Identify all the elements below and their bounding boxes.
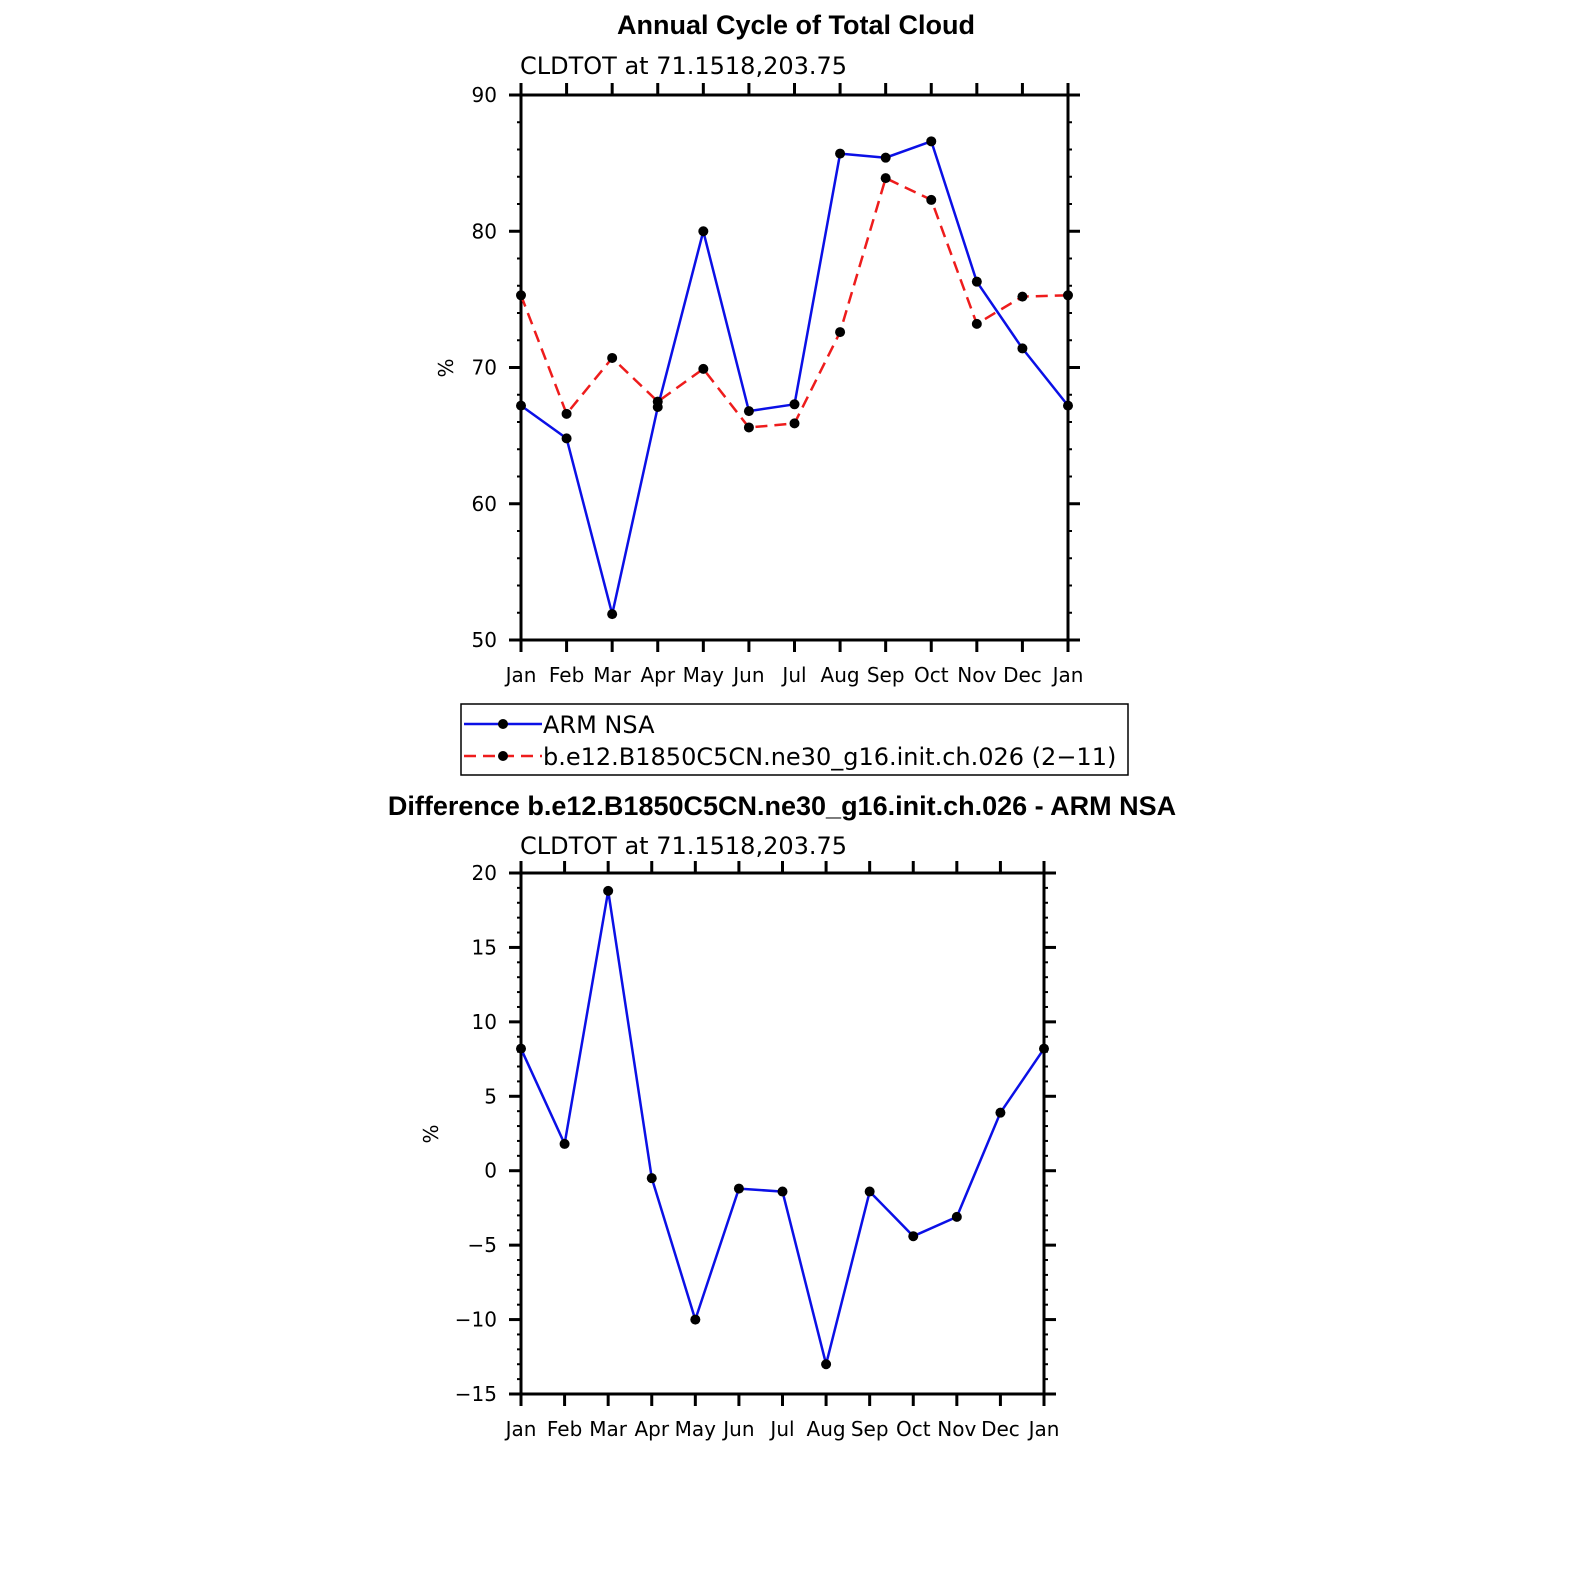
data-point-s0-2 (607, 609, 618, 620)
x-tick-label: May (683, 663, 725, 687)
y-tick-label: 70 (472, 356, 497, 380)
x-tick-label: Dec (981, 1417, 1020, 1441)
difference-chart: Difference b.e12.B1850C5CN.ne30_g16.init… (388, 791, 1176, 1441)
data-point-s1-2 (607, 352, 618, 363)
data-point-s0-10 (971, 276, 982, 287)
y-tick-label: 60 (472, 492, 497, 516)
data-point-s1-7 (835, 327, 846, 338)
x-tick-label: Aug (807, 1417, 846, 1441)
data-point-s0-11 (1017, 343, 1028, 354)
x-tick-label: Mar (593, 663, 632, 687)
y-tick-label: 15 (472, 935, 497, 959)
x-tick-label: Jan (1051, 663, 1084, 687)
y-tick-label: 50 (472, 628, 497, 652)
data-point-s1-12 (1063, 290, 1073, 301)
y-axis-label: % (419, 1124, 443, 1143)
y-tick-label: 5 (484, 1084, 497, 1108)
legend-marker-model (498, 751, 508, 761)
data-point-s1-10 (971, 318, 982, 329)
y-tick-label: −15 (455, 1382, 497, 1406)
legend: ARM NSA b.e12.B1850C5CN.ne30_g16.init.ch… (460, 703, 1129, 776)
x-tick-label: Sep (867, 663, 905, 687)
legend-entry-arm-nsa: ARM NSA (464, 711, 655, 739)
x-tick-label: Jan (1027, 1417, 1060, 1441)
x-tick-label: Jan (504, 663, 537, 687)
data-point-s0-1 (561, 433, 572, 444)
x-tick-label: Oct (896, 1417, 931, 1441)
chart-title: Annual Cycle of Total Cloud (617, 10, 975, 40)
y-tick-label: 10 (472, 1010, 497, 1034)
data-point-s1-1 (561, 408, 572, 419)
data-point-s0-2 (603, 885, 614, 896)
data-point-s0-0 (516, 400, 526, 411)
series-line-0 (519, 889, 1046, 1366)
data-point-s0-8 (864, 1186, 875, 1197)
x-tick-label: May (675, 1417, 717, 1441)
data-point-s0-5 (733, 1183, 744, 1194)
plot-frame (519, 93, 1070, 642)
data-point-s1-3 (652, 396, 663, 407)
x-tick-label: Feb (549, 663, 584, 687)
y-tick-label: 90 (472, 83, 497, 107)
annual-cycle-chart: Annual Cycle of Total Cloud CLDTOT at 71… (434, 10, 1083, 687)
data-point-s1-9 (926, 194, 937, 205)
data-point-s1-5 (743, 422, 754, 433)
plot-frame (519, 871, 1046, 1396)
y-axis-label: % (434, 358, 458, 377)
data-point-s0-6 (789, 399, 800, 410)
x-tick-label: Mar (589, 1417, 628, 1441)
data-point-s1-11 (1017, 291, 1028, 302)
legend-label-model: b.e12.B1850C5CN.ne30_g16.init.ch.026 (2−… (543, 743, 1116, 771)
x-tick-label: Dec (1003, 663, 1042, 687)
legend-box (460, 703, 1129, 776)
chart-subtitle: CLDTOT at 71.1518,203.75 (520, 832, 847, 860)
x-tick-label: Jul (780, 663, 806, 687)
data-point-s0-4 (690, 1314, 701, 1325)
data-point-s0-12 (1063, 400, 1073, 411)
legend-label-arm-nsa: ARM NSA (543, 711, 655, 739)
data-point-s1-4 (698, 363, 709, 374)
y-tick-label: −10 (455, 1308, 497, 1332)
chart-title: Difference b.e12.B1850C5CN.ne30_g16.init… (388, 791, 1176, 821)
series-line-0 (520, 140, 1069, 616)
x-tick-label: Oct (914, 663, 949, 687)
data-point-s0-3 (646, 1173, 657, 1184)
x-tick-label: Sep (851, 1417, 889, 1441)
data-point-s1-0 (516, 290, 526, 301)
y-tick-label: −5 (468, 1233, 497, 1257)
x-tick-label: Nov (957, 663, 996, 687)
y-tick-label: 0 (484, 1159, 497, 1183)
data-point-s0-1 (559, 1138, 570, 1149)
data-point-s0-7 (835, 148, 846, 159)
data-point-s0-9 (908, 1231, 919, 1242)
y-tick-label: 80 (472, 219, 497, 243)
x-tick-label: Apr (640, 663, 675, 687)
legend-marker-arm-nsa (498, 719, 508, 729)
series-line-1 (519, 176, 1069, 429)
x-tick-label: Feb (547, 1417, 582, 1441)
data-point-s1-6 (789, 418, 800, 429)
legend-entry-model: b.e12.B1850C5CN.ne30_g16.init.ch.026 (2−… (464, 743, 1116, 771)
data-point-s1-8 (880, 173, 891, 184)
x-tick-label: Aug (821, 663, 860, 687)
data-point-s0-6 (777, 1186, 788, 1197)
chart-subtitle: CLDTOT at 71.1518,203.75 (520, 52, 847, 80)
data-point-s0-7 (821, 1359, 832, 1370)
x-tick-label: Jul (768, 1417, 794, 1441)
y-tick-label: 20 (472, 861, 497, 885)
data-point-s0-5 (743, 406, 754, 417)
data-point-s0-12 (1039, 1043, 1049, 1054)
x-tick-label: Nov (937, 1417, 976, 1441)
data-point-s0-4 (698, 226, 709, 237)
data-point-s0-8 (880, 152, 891, 163)
x-tick-label: Apr (634, 1417, 669, 1441)
x-tick-label: Jan (504, 1417, 537, 1441)
data-point-s0-0 (516, 1043, 526, 1054)
data-point-s0-9 (926, 136, 937, 147)
data-point-s0-11 (995, 1107, 1006, 1118)
data-point-s0-10 (951, 1211, 962, 1222)
x-tick-label: Jun (721, 1417, 754, 1441)
x-tick-label: Jun (731, 663, 764, 687)
